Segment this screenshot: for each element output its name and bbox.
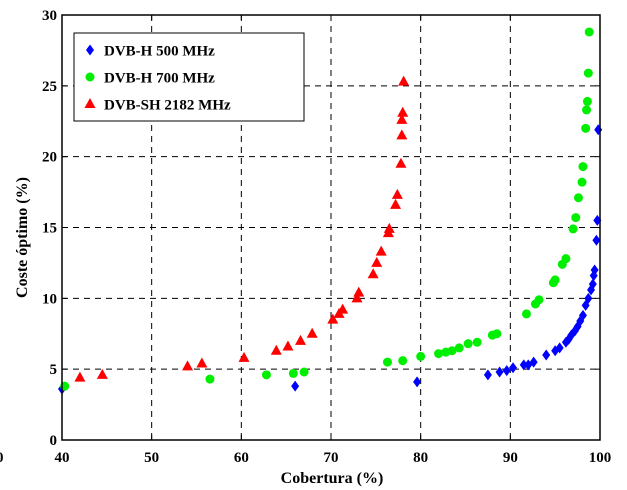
diamond-point	[594, 124, 603, 136]
circle-point	[577, 177, 587, 187]
circle-point	[492, 329, 502, 339]
y-axis-label: Coste óptimo (%)	[14, 177, 31, 298]
y-tick-label: 15	[42, 221, 57, 237]
diamond-point	[578, 309, 587, 321]
x-tick-label: 80	[413, 450, 428, 466]
circle-point	[299, 367, 309, 377]
triangle-point	[282, 340, 294, 351]
circle-point	[416, 351, 426, 361]
circle-point	[584, 27, 594, 37]
diamond-point	[483, 369, 492, 381]
diamond-point	[519, 359, 528, 371]
legend-label: DVB-H 500 MHz	[104, 44, 215, 60]
triangle-point	[96, 368, 108, 379]
series-diamond	[58, 124, 603, 395]
data-points	[58, 27, 603, 395]
triangle-point	[367, 268, 379, 279]
x-tick-label: 70	[324, 450, 339, 466]
circle-point	[521, 309, 531, 319]
circle-point	[454, 343, 464, 353]
diamond-point	[592, 234, 601, 246]
diamond-point	[588, 278, 597, 290]
diamond-point	[529, 356, 538, 368]
triangle-point	[396, 113, 408, 124]
circle-point	[398, 356, 408, 366]
legend-marker-circle	[85, 72, 95, 82]
x-tick-label: 40	[55, 450, 70, 466]
triangle-point	[390, 198, 402, 209]
y-tick-label: 25	[42, 79, 57, 95]
x-tick-label: 90	[503, 450, 518, 466]
triangle-point	[398, 75, 410, 86]
circle-point	[561, 254, 571, 264]
circle-point	[288, 368, 298, 378]
triangle-point	[395, 157, 407, 168]
diamond-point	[495, 366, 504, 378]
y-tick-label: 20	[42, 150, 57, 166]
series-triangle	[74, 75, 410, 382]
diamond-point	[542, 349, 551, 361]
circle-point	[261, 370, 271, 380]
diamond-point	[584, 292, 593, 304]
circle-point	[534, 295, 544, 305]
x-tick-label: 60	[234, 450, 249, 466]
circle-point	[583, 68, 593, 78]
circle-point	[582, 105, 592, 115]
diamond-point	[291, 380, 300, 392]
triangle-point	[196, 357, 208, 368]
diamond-point	[502, 365, 511, 377]
triangle-point	[182, 360, 194, 371]
diamond-point	[509, 362, 518, 374]
y-tick-label: 0	[50, 433, 58, 449]
circle-point	[447, 346, 457, 356]
legend-box	[73, 32, 305, 122]
triangle-point	[353, 286, 365, 297]
circle-point	[581, 123, 591, 133]
triangle-point	[397, 106, 409, 117]
tick-labels: 40 50 60 70 80 90 100 0 5 10 15 20 25 30	[42, 8, 611, 466]
y-tick-label: 30	[42, 8, 57, 24]
triangle-point	[295, 334, 307, 345]
y-tick-label: 10	[42, 291, 57, 307]
triangle-point	[270, 344, 282, 355]
circle-point	[578, 162, 588, 172]
diamond-point	[555, 342, 564, 354]
circle-point	[382, 357, 392, 367]
x-tick-label: 50	[144, 450, 159, 466]
triangle-point	[238, 351, 250, 362]
triangle-point	[371, 256, 383, 267]
triangle-point	[396, 129, 408, 140]
triangle-point	[375, 245, 387, 256]
series-circle	[60, 27, 594, 391]
circle-point	[568, 224, 578, 234]
circle-point	[205, 374, 215, 384]
legend-marker-diamond	[86, 44, 94, 56]
diamond-point	[413, 376, 422, 388]
diamond-point	[590, 264, 599, 276]
triangle-point	[327, 313, 339, 324]
circle-point	[550, 275, 560, 285]
stray-tick-label: 0	[0, 450, 4, 466]
circle-point	[463, 339, 473, 349]
circle-point	[434, 349, 444, 359]
triangle-point	[74, 371, 86, 382]
triangle-point	[391, 188, 403, 199]
circle-point	[472, 337, 482, 347]
circle-point	[582, 96, 592, 106]
triangle-point	[383, 222, 395, 233]
triangle-point	[306, 327, 318, 338]
x-axis-label: Cobertura (%)	[281, 470, 384, 487]
circle-point	[571, 213, 581, 223]
legend-label: DVB-H 700 MHz	[104, 71, 215, 87]
x-tick-label: 100	[589, 450, 612, 466]
triangle-point	[337, 303, 349, 314]
plot-frame	[61, 14, 601, 441]
legend-label: DVB-SH 2182 MHz	[104, 98, 231, 114]
y-tick-label: 5	[50, 362, 58, 378]
legend: DVB-H 500 MHz DVB-H 700 MHz DVB-SH 2182 MH…	[73, 32, 305, 122]
triangle-point	[351, 292, 363, 303]
circle-point	[573, 193, 583, 203]
legend-marker-triangle	[84, 98, 96, 108]
